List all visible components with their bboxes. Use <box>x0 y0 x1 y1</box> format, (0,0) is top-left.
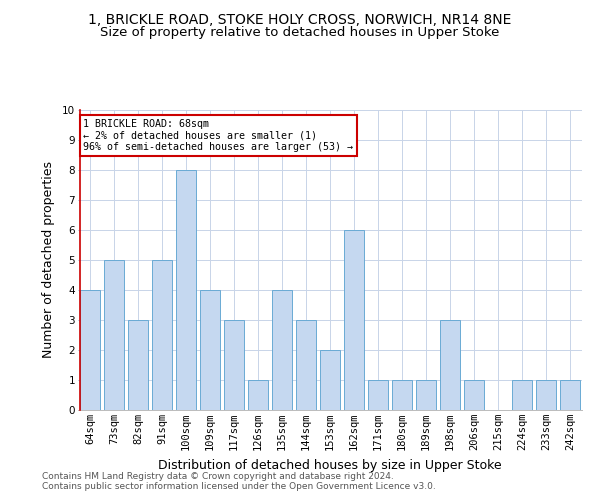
Bar <box>440 320 460 410</box>
Y-axis label: Number of detached properties: Number of detached properties <box>42 162 55 358</box>
Bar <box>224 320 244 410</box>
Bar <box>248 380 268 410</box>
Bar <box>560 380 580 410</box>
Bar <box>200 290 220 410</box>
Bar <box>464 380 484 410</box>
X-axis label: Distribution of detached houses by size in Upper Stoke: Distribution of detached houses by size … <box>158 458 502 471</box>
Bar <box>536 380 556 410</box>
Bar <box>320 350 340 410</box>
Text: 1, BRICKLE ROAD, STOKE HOLY CROSS, NORWICH, NR14 8NE: 1, BRICKLE ROAD, STOKE HOLY CROSS, NORWI… <box>88 12 512 26</box>
Text: Contains public sector information licensed under the Open Government Licence v3: Contains public sector information licen… <box>42 482 436 491</box>
Bar <box>104 260 124 410</box>
Text: 1 BRICKLE ROAD: 68sqm
← 2% of detached houses are smaller (1)
96% of semi-detach: 1 BRICKLE ROAD: 68sqm ← 2% of detached h… <box>83 119 353 152</box>
Bar <box>344 230 364 410</box>
Bar <box>80 290 100 410</box>
Text: Contains HM Land Registry data © Crown copyright and database right 2024.: Contains HM Land Registry data © Crown c… <box>42 472 394 481</box>
Text: Size of property relative to detached houses in Upper Stoke: Size of property relative to detached ho… <box>100 26 500 39</box>
Bar <box>272 290 292 410</box>
Bar <box>416 380 436 410</box>
Bar <box>392 380 412 410</box>
Bar <box>128 320 148 410</box>
Bar <box>512 380 532 410</box>
Bar <box>368 380 388 410</box>
Bar <box>176 170 196 410</box>
Bar <box>152 260 172 410</box>
Bar <box>296 320 316 410</box>
